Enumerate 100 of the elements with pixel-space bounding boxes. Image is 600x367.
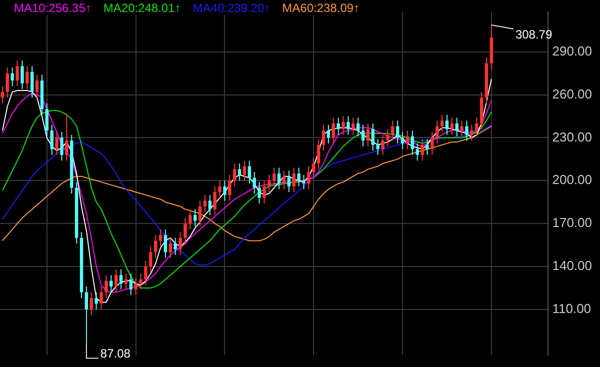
- candlestick: [84, 286, 88, 343]
- candlestick: [292, 167, 296, 193]
- candlestick: [386, 128, 390, 147]
- candlestick: [174, 237, 177, 256]
- candlestick: [10, 67, 14, 87]
- candlestick: [114, 268, 118, 293]
- candlestick: [248, 160, 252, 184]
- y-tick-label: 110.00: [552, 300, 592, 316]
- candlestick: [268, 174, 271, 193]
- candlestick: [208, 194, 212, 216]
- candlestick: [361, 124, 365, 147]
- candlestick: [460, 120, 464, 137]
- candlestick: [168, 237, 172, 258]
- candlestick: [332, 117, 335, 144]
- y-tick-label: 290.00: [552, 43, 592, 58]
- candlestick: [326, 124, 330, 144]
- candlestick: [154, 234, 158, 258]
- candlestick: [371, 122, 374, 152]
- candlestick: [475, 117, 478, 137]
- candlestick: [381, 134, 384, 156]
- candlestick: [233, 162, 236, 187]
- candlestick: [30, 66, 34, 98]
- candlestick: [322, 124, 326, 152]
- candlestick: [238, 162, 242, 182]
- candlestick: [346, 116, 350, 136]
- candlestick: [336, 117, 340, 136]
- candlestick: [366, 122, 370, 147]
- text: MA10:256.35↑: [14, 1, 92, 15]
- candlestick: [406, 130, 410, 150]
- candlestick: [144, 260, 148, 286]
- candlestick: [65, 112, 68, 162]
- y-tick-label: 170.00: [552, 215, 592, 230]
- candlestick: [55, 131, 58, 156]
- candlestick: [6, 67, 10, 98]
- candlestick: [35, 74, 39, 98]
- candlestick: [342, 116, 345, 136]
- candlestick: [149, 246, 152, 273]
- candlestick: [188, 208, 192, 230]
- candlestick: [391, 120, 394, 142]
- candlestick: [16, 60, 19, 87]
- candlestick: [213, 186, 216, 216]
- candlestick: [297, 167, 300, 187]
- candlestick: [312, 157, 316, 178]
- candlestick: [445, 114, 449, 136]
- candlestick: [396, 120, 400, 144]
- candlestick: [416, 142, 419, 162]
- candlestick: [198, 200, 202, 227]
- candlestick: [178, 232, 182, 256]
- candlestick: [228, 174, 232, 202]
- candlestick: [426, 138, 429, 156]
- candlestick: [139, 273, 142, 290]
- candlestick: [400, 131, 404, 150]
- candlestick: [0, 86, 4, 104]
- candlestick: [218, 180, 222, 198]
- candlestick: [193, 208, 197, 227]
- y-tick-label: 200.00: [552, 172, 592, 188]
- text: MA20:248.01↑: [103, 1, 181, 15]
- candlestick: [26, 66, 29, 90]
- candlestick: [410, 130, 414, 156]
- candlestick: [262, 180, 266, 204]
- candlestick: [242, 160, 246, 182]
- candlestick: [376, 138, 380, 156]
- candlestick: [134, 277, 138, 296]
- candlestick: [90, 292, 93, 316]
- candlestick: [252, 172, 256, 194]
- candlestick: [316, 138, 320, 170]
- candlestick: [272, 167, 276, 187]
- candlestick: [420, 138, 424, 162]
- candlestick: [203, 194, 207, 213]
- candlestick: [100, 286, 103, 310]
- candlestick: [158, 228, 162, 247]
- candlestick: [302, 174, 306, 190]
- candlestick: [465, 120, 468, 142]
- candlestick: [20, 60, 24, 90]
- candlestick: [60, 131, 64, 162]
- candlestick: [352, 117, 355, 136]
- candlestick: [277, 167, 281, 190]
- candlestick: [129, 273, 132, 296]
- candlestick: [455, 117, 458, 137]
- candlestick: [164, 228, 168, 258]
- candlestick: [223, 180, 226, 202]
- text: MA60:238.09↑: [282, 1, 360, 15]
- candlestick: [356, 117, 360, 137]
- candlestick: [440, 114, 444, 132]
- candlestick: [104, 274, 108, 298]
- candlestick: [184, 217, 187, 244]
- candlestick: [470, 124, 474, 142]
- candlestick: [430, 131, 434, 156]
- candlestick: [258, 182, 261, 204]
- candlestick: [94, 292, 98, 310]
- annotation: 87.08: [100, 346, 131, 361]
- y-tick-label: 140.00: [552, 258, 592, 274]
- candlestick: [436, 120, 439, 144]
- candlestick: [45, 102, 49, 137]
- candlestick: [450, 117, 454, 136]
- candlestick: [119, 268, 123, 290]
- candlestick: [50, 124, 54, 156]
- candlestick: [287, 170, 291, 193]
- candlestick: [307, 166, 310, 190]
- text: 308.79: [515, 27, 552, 42]
